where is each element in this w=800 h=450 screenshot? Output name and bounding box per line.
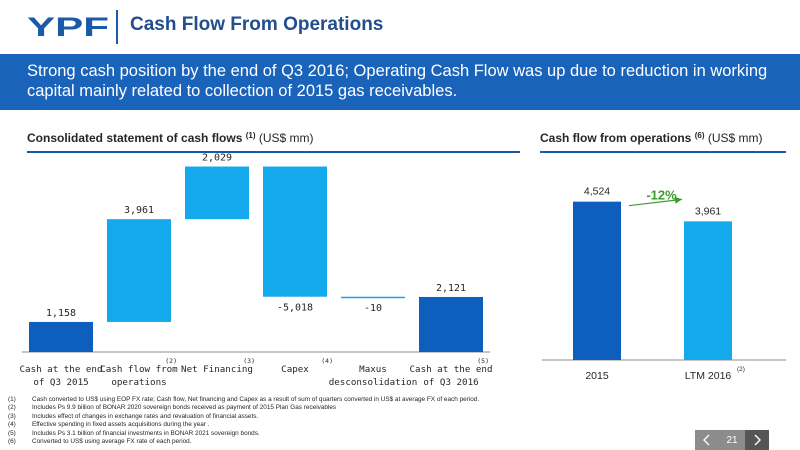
waterfall-category-label: Cash at the end	[410, 364, 493, 375]
right-chart-title-bold: Cash flow from operations	[540, 131, 692, 145]
change-annotation: -12%	[646, 188, 677, 203]
waterfall-bar	[263, 166, 327, 297]
operations-category-label: LTM 2016	[685, 370, 732, 382]
right-chart-title-unit: (US$ mm)	[707, 131, 763, 145]
waterfall-bar	[29, 321, 93, 352]
waterfall-bar	[107, 219, 171, 322]
footnote-number: (6)	[8, 438, 16, 446]
footnote: (4) Effective spending in fixed assets ac…	[8, 421, 698, 429]
slide-pager: 21	[695, 430, 769, 450]
waterfall-category-label: Capex	[281, 364, 309, 375]
footnote-number: (5)	[8, 429, 16, 437]
footnote: (1) Cash converted to US$ using EOP FX ra…	[8, 396, 698, 404]
left-chart-title: Consolidated statement of cash flows (1)…	[27, 131, 314, 145]
waterfall-category-label: of Q3 2016	[423, 377, 478, 388]
operations-category-label: 2015	[585, 370, 609, 382]
right-chart-title: Cash flow from operations (6) (US$ mm)	[540, 131, 763, 145]
waterfall-category-label: desconsolidation	[329, 377, 418, 388]
footnotes: (1) Cash converted to US$ using EOP FX ra…	[8, 396, 698, 446]
footnote-text: Converted to US$ using average FX rate o…	[32, 438, 192, 446]
change-arrow	[628, 198, 683, 207]
ypf-logo: YPF	[27, 12, 109, 40]
footnote-number: (3)	[8, 412, 16, 420]
summary-banner: Strong cash position by the end of Q3 20…	[0, 54, 800, 110]
chevron-right-icon	[754, 434, 761, 446]
footnote: (5) Includes Ps 3.1 billion of financial …	[8, 430, 698, 438]
next-slide-button[interactable]	[745, 430, 769, 450]
waterfall-data-label: -10	[364, 303, 382, 314]
waterfall-category-label: Maxus	[359, 364, 387, 375]
footnote: (6) Converted to US$ using average FX rat…	[8, 438, 698, 446]
waterfall-category-label: Cash at the end	[20, 364, 103, 375]
footnote-text: Cash converted to US$ using EOP FX rate;…	[32, 396, 480, 403]
waterfall-data-label: 3,961	[124, 205, 154, 216]
waterfall-data-label: 2,029	[202, 153, 232, 164]
footnote-text: Includes Ps 9.9 billion of BONAR 2020 so…	[32, 404, 337, 412]
left-chart-title-bold: Consolidated statement of cash flows	[27, 131, 243, 145]
change-arrow-head	[674, 196, 682, 204]
waterfall-category-label: operations	[111, 377, 166, 388]
waterfall-bar	[419, 296, 483, 352]
waterfall-data-label: 2,121	[436, 283, 466, 294]
banner-text: Strong cash position by the end of Q3 20…	[27, 62, 768, 100]
waterfall-category-note: (2)	[165, 357, 177, 365]
left-chart-title-unit: (US$ mm)	[258, 131, 314, 145]
waterfall-category-note: (5)	[477, 357, 489, 365]
operations-bar	[684, 221, 732, 360]
footnote-number: (2)	[8, 404, 16, 412]
waterfall-bar	[341, 296, 405, 299]
footnote: (3) Includes effect of changes in exchang…	[8, 413, 698, 421]
waterfall-category-label: Net Financing	[181, 364, 253, 375]
footnote-text: Effective spending in fixed assets acqui…	[32, 421, 210, 429]
footnote-text: Includes effect of changes in exchange r…	[32, 412, 259, 420]
prev-slide-button[interactable]	[695, 430, 719, 450]
waterfall-data-label: 1,158	[46, 308, 76, 319]
header-divider	[116, 10, 118, 44]
footnote-text: Includes Ps 3.1 billion of financial inv…	[32, 429, 260, 437]
page-title: Cash Flow From Operations	[130, 14, 384, 35]
chevron-left-icon	[703, 434, 710, 446]
operations-data-label: 4,524	[584, 186, 610, 198]
logo-text: YPF	[27, 12, 109, 40]
waterfall-category-note: (3)	[243, 357, 255, 365]
waterfall-data-label: -5,018	[277, 303, 313, 314]
footnote-number: (1)	[8, 396, 16, 403]
operations-data-label: 3,961	[695, 205, 721, 217]
operations-category-note: (2)	[737, 366, 745, 373]
right-title-rule	[540, 151, 786, 153]
right-chart-title-note: (6)	[694, 131, 705, 140]
waterfall-bar	[185, 166, 249, 220]
left-title-rule	[27, 151, 520, 153]
waterfall-category-label: Cash flow from	[100, 364, 178, 375]
waterfall-category-note: (4)	[321, 357, 333, 365]
operations-bar	[573, 201, 621, 360]
waterfall-category-label: of Q3 2015	[33, 377, 88, 388]
footnote-number: (4)	[8, 421, 16, 429]
footnote: (2) Includes Ps 9.9 billion of BONAR 2020…	[8, 404, 698, 412]
left-chart-title-note: (1)	[245, 131, 256, 140]
page-number: 21	[719, 430, 745, 450]
